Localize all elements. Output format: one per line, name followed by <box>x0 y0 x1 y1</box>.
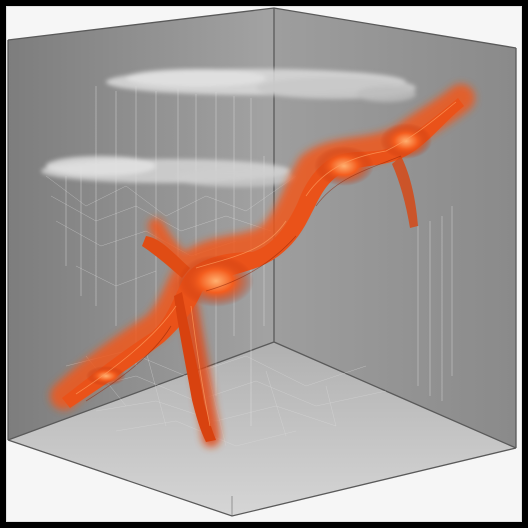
middle-cloud <box>41 156 296 187</box>
upper-cloud <box>106 69 416 102</box>
orange-filament <box>50 84 475 447</box>
cube-floor <box>8 342 516 516</box>
left-back-wall <box>8 8 274 440</box>
filament-upper-branch <box>142 236 190 278</box>
cube-illustration <box>6 6 522 522</box>
filament-core-left <box>178 255 254 307</box>
filament-body <box>62 98 464 408</box>
cube-edges <box>7 7 517 517</box>
filament-right-branch <box>392 156 418 228</box>
filament-core-right <box>380 123 432 159</box>
filament-core-center <box>314 146 374 186</box>
image-canvas <box>6 6 522 522</box>
paper-border <box>6 6 522 522</box>
filament-lower-branch <box>174 292 216 442</box>
